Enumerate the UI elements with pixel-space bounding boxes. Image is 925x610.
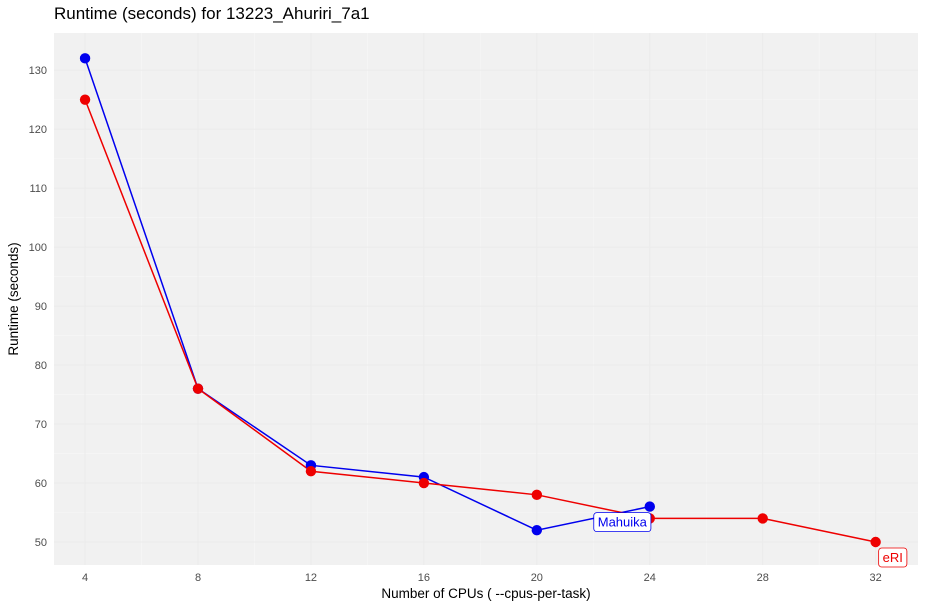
series-label-box	[593, 512, 652, 533]
data-point-mahuika	[531, 525, 543, 536]
y-axis-title: Runtime (seconds)	[6, 242, 21, 355]
x-tick-label: 4	[82, 572, 88, 584]
y-tick-label: 60	[35, 478, 47, 490]
series-line-mahuika	[84, 58, 650, 531]
data-point-eri	[79, 94, 91, 105]
data-point-eri	[870, 536, 881, 548]
major-gridlines	[54, 33, 918, 565]
data-point-eri	[757, 513, 768, 524]
y-tick-label: 100	[29, 242, 47, 254]
x-tick-label: 8	[195, 572, 201, 584]
series-lines	[84, 58, 876, 543]
x-tick-label: 24	[644, 572, 656, 584]
series-label-mahuika: Mahuika	[593, 512, 652, 533]
series-line-eri	[84, 99, 876, 543]
y-tick-label: 110	[29, 183, 47, 195]
y-tick-label: 70	[35, 419, 47, 431]
x-tick-label: 28	[757, 572, 769, 584]
x-tick-label: 20	[531, 572, 543, 584]
x-tick-label: 32	[870, 572, 882, 584]
y-tick-label: 120	[29, 124, 47, 136]
y-axis-tick-labels: 50 60 70 80 90 100 110 120 130	[29, 65, 47, 549]
series-label-text: Mahuika	[598, 515, 648, 530]
chart-title: Runtime (seconds) for 13223_Ahuriri_7a1	[54, 4, 370, 23]
series-labels: Mahuika eRI	[593, 512, 908, 568]
data-point-mahuika	[79, 53, 91, 64]
y-tick-label: 130	[29, 65, 47, 77]
series-label-eri: eRI	[878, 547, 908, 568]
data-point-eri	[418, 477, 430, 489]
plot-panel-background	[54, 33, 918, 565]
y-tick-label: 90	[35, 301, 47, 313]
data-point-eri	[192, 383, 204, 394]
data-point-mahuika	[644, 501, 655, 512]
data-point-eri	[305, 466, 317, 477]
x-axis-tick-labels: 4 8 12 16 20 24 28 32	[82, 572, 882, 584]
series-points	[79, 53, 881, 548]
x-tick-label: 16	[418, 572, 430, 584]
series-label-box	[878, 547, 908, 568]
x-axis-title: Number of CPUs ( --cpus-per-task)	[381, 586, 590, 601]
series-label-text: eRI	[883, 550, 903, 565]
data-point-eri	[531, 489, 543, 501]
y-tick-label: 50	[35, 537, 47, 549]
y-tick-label: 80	[35, 360, 47, 372]
x-tick-label: 12	[305, 572, 317, 584]
